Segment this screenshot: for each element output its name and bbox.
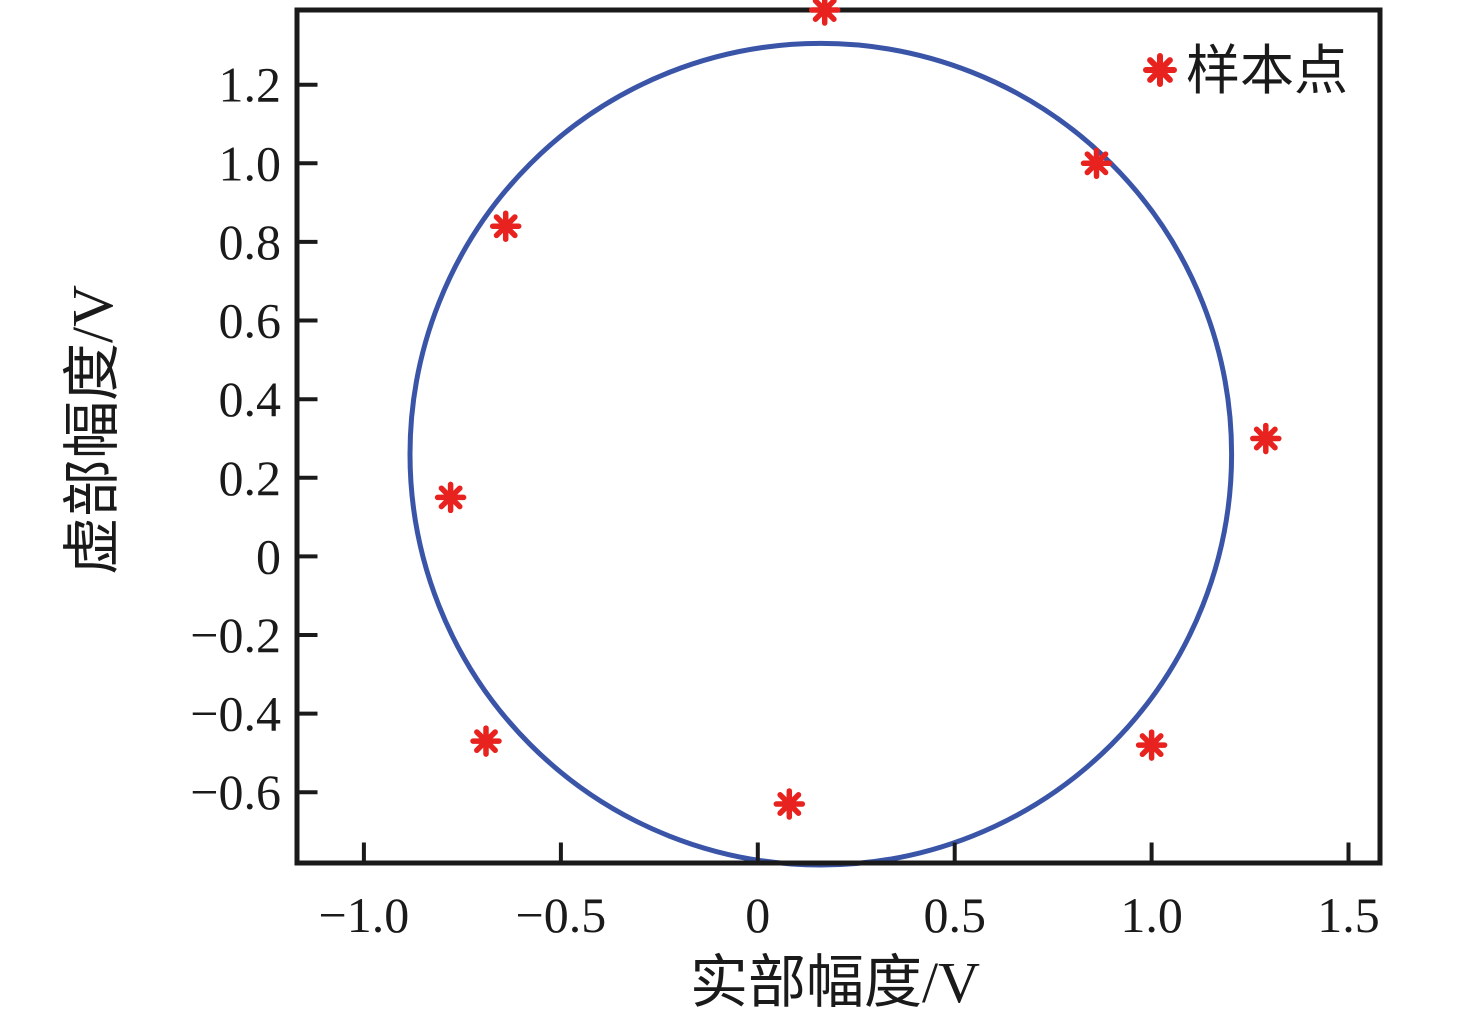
sample-point-marker [489,210,522,242]
x-tick-label: 1.5 [1317,887,1380,943]
fitted-circle-layer [407,40,1235,868]
y-axis-label: 虚部幅度/V [60,285,125,575]
plot-border [294,7,1383,866]
x-tick-label: 0.5 [923,887,986,943]
legend: 样本点 [1143,41,1348,101]
legend-asterisk-icon [1143,53,1177,87]
legend-label: 样本点 [1186,41,1348,101]
y-tick-label: 1.2 [219,57,282,113]
y-tick-label: 0.6 [219,293,282,349]
sample-point-marker [1135,729,1168,761]
sample-point-marker [434,481,467,514]
x-tick-label: 0 [745,887,770,943]
x-tick-label: −0.5 [516,887,607,943]
x-tick-label: 1.0 [1120,887,1183,943]
y-tick-label: −0.2 [190,607,281,663]
fitted-circle [407,40,1235,868]
y-tick-label: −0.4 [190,686,281,742]
y-tick-label: 0.2 [219,450,282,506]
sample-point-marker [470,725,502,757]
y-tick-label: 0.4 [219,371,282,427]
y-tick-label: 1.0 [219,135,282,191]
sample-point-marker [1080,147,1113,180]
sample-points-layer [434,0,1282,820]
y-tick-label: 0.8 [219,214,282,270]
y-tick-label: 0 [256,528,281,584]
x-tick-label: −1.0 [319,887,410,943]
asterisk-icon [1143,53,1177,87]
axes-layer [294,7,1383,866]
x-axis-label: 实部幅度/V [690,950,980,1015]
tick-labels-layer: −1.0 −0.5 0 0.5 1.0 1.5 1.2 1.0 0.8 0.6 0.4 0.2 0 −0.… [190,57,1379,943]
sample-point-marker [1250,422,1282,455]
sample-point-marker [808,0,841,26]
sample-point-marker [773,788,806,820]
y-tick-label: −0.6 [190,764,281,820]
